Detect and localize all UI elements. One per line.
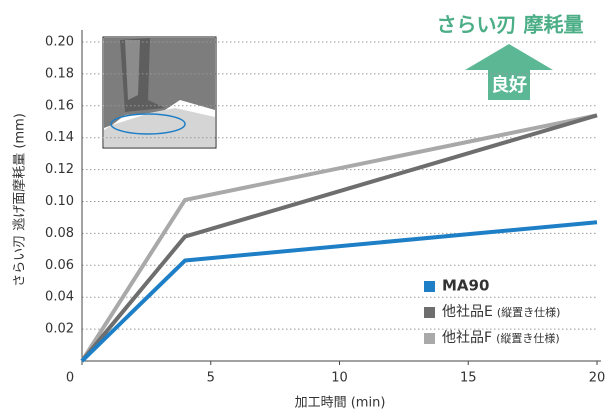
x-tick-label: 0	[66, 371, 74, 386]
x-tick-label: 5	[207, 371, 215, 386]
y-tick-label: 0.16	[45, 98, 74, 113]
y-tick-label: 0.10	[45, 194, 74, 209]
y-tick-label: 0.20	[45, 35, 74, 50]
legend-swatch	[424, 333, 435, 344]
y-axis-label: さらい刃 逃げ面摩耗量 (mm)	[12, 113, 28, 287]
series-line	[80, 113, 598, 363]
y-tick-label: 0.02	[45, 322, 74, 337]
legend-swatch	[424, 281, 435, 292]
legend-label: 他社品E	[442, 304, 493, 320]
legend-note: (縦置き仕様)	[496, 331, 560, 345]
y-tick-label: 0.14	[45, 130, 74, 145]
inset-photo	[102, 36, 217, 149]
y-tick-label: 0.08	[45, 226, 74, 241]
y-tick-label: 0.18	[45, 66, 74, 81]
legend-note: (縦置き仕様)	[497, 305, 561, 319]
legend-label: 他社品F	[442, 330, 492, 346]
x-tick-label: 15	[460, 371, 477, 386]
legend-label: MA90	[442, 277, 489, 295]
y-tick-label: 0.06	[45, 258, 74, 273]
x-tick-label: 10	[331, 371, 348, 386]
x-tick-label: 20	[589, 371, 606, 386]
annotation: 良好	[491, 74, 527, 96]
series-line	[80, 220, 598, 363]
x-axis-label: 加工時間 (min)	[295, 396, 386, 411]
legend-swatch	[424, 307, 435, 318]
chart-title: さらい刃 摩耗量	[437, 13, 584, 37]
good-arrow	[465, 44, 553, 100]
series-line	[80, 113, 598, 363]
y-tick-label: 0.04	[45, 290, 74, 305]
y-tick-label: 0.12	[45, 162, 74, 177]
